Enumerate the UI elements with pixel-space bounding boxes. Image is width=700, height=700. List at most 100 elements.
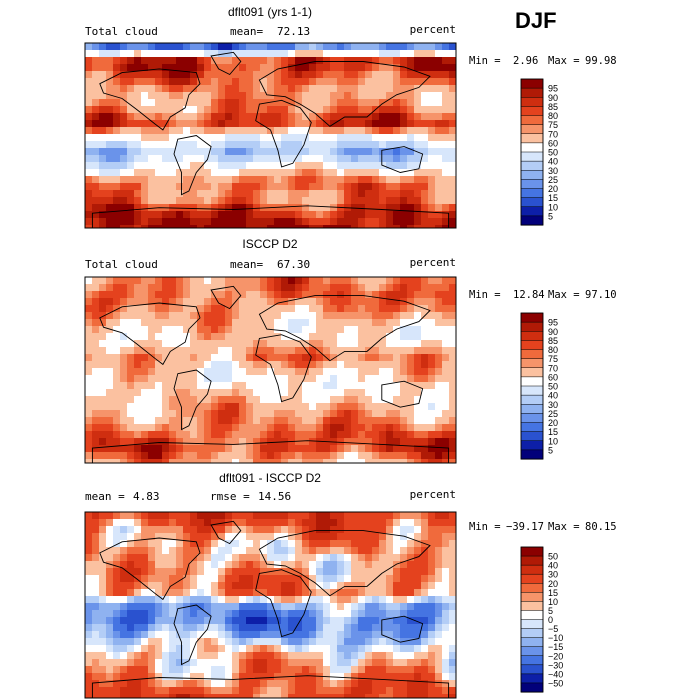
panel-observed-field-cell	[386, 396, 394, 404]
panel-difference-field-cell	[358, 694, 366, 698]
panel-model-field-cell	[358, 190, 366, 198]
panel-model-field-cell	[239, 225, 247, 228]
panel-observed-field-cell	[155, 375, 163, 383]
panel-observed-field-cell	[267, 340, 275, 348]
panel-model-field-cell	[393, 78, 401, 86]
panel-difference-field-cell	[218, 561, 226, 569]
panel-model-field-cell	[386, 71, 394, 79]
panel-model-field-cell	[365, 148, 373, 156]
panel-observed-field-cell	[162, 319, 170, 327]
panel-observed-field-cell	[274, 354, 282, 362]
panel-difference-field-cell	[351, 680, 359, 688]
panel-observed-field-cell	[141, 452, 149, 460]
panel-model-field-cell	[85, 225, 93, 228]
panel-observed-field-cell	[113, 375, 121, 383]
panel-difference-field-cell	[393, 617, 401, 625]
panel-model-field-cell	[85, 127, 93, 135]
panel-difference-field-cell	[162, 631, 170, 639]
panel-model-field-cell	[414, 127, 422, 135]
panel-difference-field-cell	[316, 680, 324, 688]
panel-observed-field-cell	[260, 452, 268, 460]
panel-difference-field-cell	[246, 540, 254, 548]
panel-difference-field-cell	[85, 659, 93, 667]
panel-difference-field-cell	[162, 624, 170, 632]
panel-model-field-cell	[169, 78, 177, 86]
panel-model-field-cell	[204, 99, 212, 107]
panel-observed-colorbar-swatch	[520, 431, 544, 442]
panel-model-field-cell	[113, 162, 121, 170]
panel-difference-field-cell	[316, 526, 324, 534]
panel-observed-field-cell	[85, 375, 93, 383]
panel-observed-field-cell	[351, 438, 359, 446]
panel-model-field-cell	[428, 169, 436, 177]
panel-model-field-cell	[442, 50, 450, 58]
panel-observed-field-cell	[351, 347, 359, 355]
panel-observed-field-cell	[162, 424, 170, 432]
panel-model-field-cell	[372, 155, 380, 163]
panel-observed-field-cell	[393, 459, 401, 463]
panel-difference-field-cell	[232, 519, 240, 527]
panel-observed-field-cell	[197, 459, 205, 463]
panel-difference-field-cell	[183, 519, 191, 527]
panel-difference-field-cell	[428, 554, 436, 562]
panel-model-colorbar-tick-label: 25	[548, 175, 558, 185]
panel-observed-field-cell	[400, 424, 408, 432]
panel-difference-field-cell	[190, 603, 198, 611]
panel-difference-field-cell	[407, 645, 415, 653]
panel-difference-field-cell	[127, 512, 135, 520]
panel-difference-field-cell	[218, 540, 226, 548]
panel-observed-field-cell	[190, 424, 198, 432]
panel-observed-field-cell	[106, 410, 114, 418]
panel-model-field-cell	[113, 134, 121, 142]
panel-observed-field-cell	[372, 319, 380, 327]
panel-observed-field-cell	[113, 403, 121, 411]
panel-observed-field-cell	[302, 291, 310, 299]
panel-difference-field-cell	[232, 680, 240, 688]
panel-difference-field-cell	[330, 624, 338, 632]
panel-difference-field-cell	[148, 659, 156, 667]
panel-model-field-cell	[274, 120, 282, 128]
panel-difference-field-cell	[414, 561, 422, 569]
panel-observed-field-cell	[323, 312, 331, 320]
panel-difference-field-cell	[414, 687, 422, 695]
panel-difference-field-cell	[239, 694, 247, 698]
panel-model-field-cell	[162, 155, 170, 163]
panel-difference-field-cell	[449, 554, 456, 562]
panel-observed-field-cell	[176, 375, 184, 383]
panel-observed-field-cell	[309, 333, 317, 341]
panel-model-field-cell	[92, 92, 100, 100]
panel-difference-field-cell	[176, 694, 184, 698]
panel-model-field-cell	[302, 50, 310, 58]
panel-observed-field-cell	[316, 438, 324, 446]
panel-model-field-cell	[190, 106, 198, 114]
panel-model-field-cell	[379, 197, 387, 205]
panel-difference-title: dflt091 - ISCCP D2	[219, 471, 321, 485]
panel-observed-field-cell	[330, 417, 338, 425]
panel-difference-field-cell	[309, 687, 317, 695]
panel-model-field-cell	[190, 85, 198, 93]
panel-observed-field-cell	[330, 361, 338, 369]
panel-observed-field-cell	[365, 375, 373, 383]
panel-observed-field-cell	[309, 326, 317, 334]
panel-model-field-cell	[393, 99, 401, 107]
panel-model-field-cell	[239, 57, 247, 65]
panel-difference-field-cell	[358, 680, 366, 688]
panel-difference-field-cell	[309, 659, 317, 667]
panel-observed-field-cell	[211, 445, 219, 453]
panel-model-field-cell	[232, 50, 240, 58]
panel-model-field-cell	[302, 190, 310, 198]
panel-observed-field-cell	[281, 459, 289, 463]
panel-observed-field-cell	[155, 396, 163, 404]
panel-difference-field-cell	[295, 582, 303, 590]
panel-model-field-cell	[372, 92, 380, 100]
panel-observed-field-cell	[127, 354, 135, 362]
panel-difference-field-cell	[316, 582, 324, 590]
panel-model-field-cell	[400, 92, 408, 100]
panel-model-field-cell	[183, 92, 191, 100]
panel-model-field-cell	[120, 176, 128, 184]
panel-observed-field-cell	[281, 277, 289, 285]
panel-observed-field-cell	[176, 396, 184, 404]
panel-model-field-cell	[435, 57, 443, 65]
panel-model-field-cell	[358, 99, 366, 107]
panel-observed-field-cell	[344, 277, 352, 285]
